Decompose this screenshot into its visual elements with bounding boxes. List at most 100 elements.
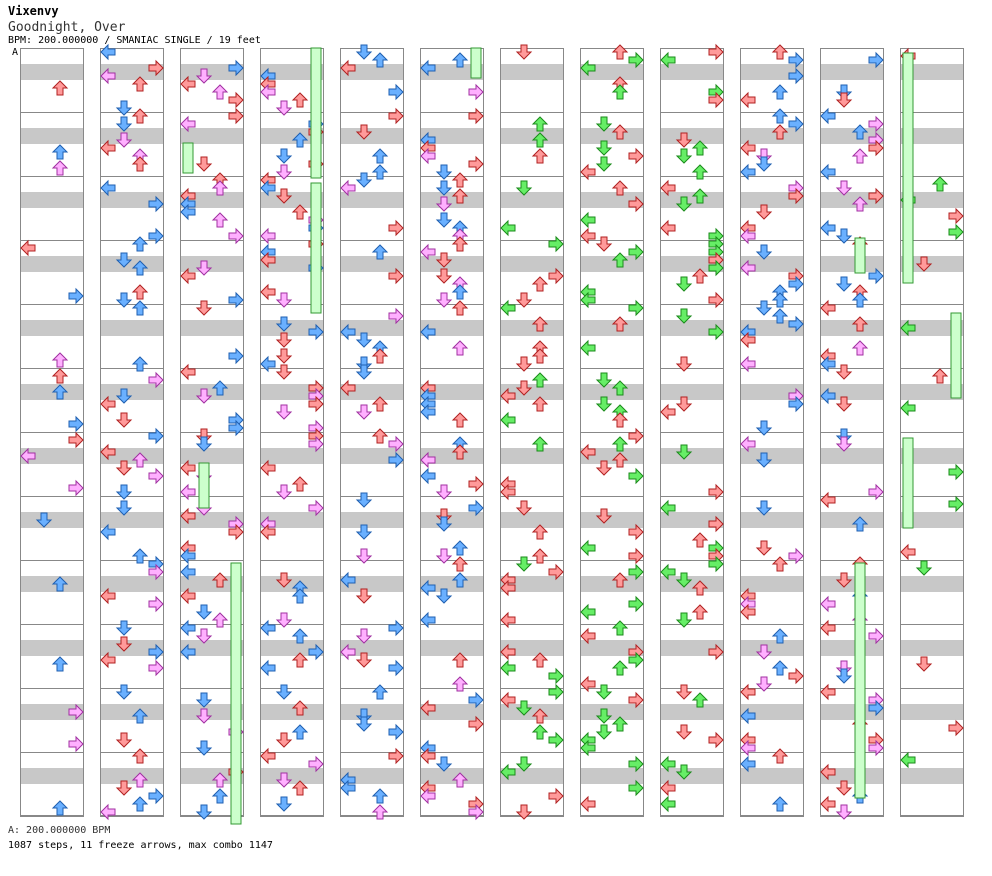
right-arrow-sixteenth: [148, 467, 164, 485]
up-arrow-quarter: [611, 180, 629, 196]
up-arrow-eighth: [291, 588, 309, 604]
down-arrow-quarter: [835, 396, 853, 412]
down-arrow-sixteenth: [275, 100, 293, 116]
beat-band: [20, 320, 84, 336]
beat-band: [820, 128, 884, 144]
down-arrow-eighth: [755, 156, 773, 172]
beat-band: [660, 256, 724, 272]
beat-band: [180, 512, 244, 528]
down-arrow-sixteenth: [195, 260, 213, 276]
left-arrow-quarter: [180, 187, 196, 205]
beat-band: [900, 320, 964, 336]
left-arrow-quarter: [820, 763, 836, 781]
right-arrow-other: [548, 683, 564, 701]
left-arrow-other: [580, 731, 596, 749]
left-arrow-quarter: [660, 779, 676, 797]
beat-band: [420, 256, 484, 272]
column-border: [100, 48, 164, 816]
beat-band: [260, 576, 324, 592]
up-arrow-eighth: [51, 576, 69, 592]
beat-band: [420, 192, 484, 208]
beat-band: [500, 704, 564, 720]
down-arrow-quarter: [435, 252, 453, 268]
left-arrow-other: [580, 59, 596, 77]
down-arrow-eighth: [115, 388, 133, 404]
right-arrow-sixteenth: [228, 227, 244, 245]
beat-band: [100, 256, 164, 272]
down-arrow-eighth: [355, 364, 373, 380]
right-arrow-sixteenth: [868, 115, 884, 133]
beat-band: [420, 64, 484, 80]
down-arrow-other: [515, 556, 533, 572]
beat-band: [100, 384, 164, 400]
right-arrow-sixteenth: [868, 739, 884, 757]
beat-band: [740, 768, 804, 784]
up-arrow-other: [691, 692, 709, 708]
right-arrow-quarter: [948, 207, 964, 225]
left-arrow-sixteenth: [820, 595, 836, 613]
beat-band: [100, 320, 164, 336]
down-arrow-eighth: [835, 276, 853, 292]
up-arrow-other: [531, 132, 549, 148]
up-arrow-eighth: [771, 308, 789, 324]
left-arrow-other: [580, 539, 596, 557]
chart-column: [740, 44, 804, 817]
up-arrow-eighth: [451, 540, 469, 556]
beat-band: [100, 640, 164, 656]
left-arrow-quarter: [580, 675, 596, 693]
column-border: [820, 48, 884, 816]
right-arrow-eighth: [308, 643, 324, 661]
beat-band: [340, 384, 404, 400]
up-arrow-quarter: [611, 316, 629, 332]
down-arrow-eighth: [115, 292, 133, 308]
up-arrow-quarter: [531, 548, 549, 564]
right-arrow-sixteenth: [868, 627, 884, 645]
down-arrow-sixteenth: [435, 292, 453, 308]
right-arrow-quarter: [628, 195, 644, 213]
right-arrow-eighth: [788, 275, 804, 293]
down-arrow-other: [675, 148, 693, 164]
beat-band: [100, 704, 164, 720]
beat-band: [340, 64, 404, 80]
down-arrow-quarter: [835, 780, 853, 796]
beat-band: [660, 704, 724, 720]
beat-band: [420, 128, 484, 144]
right-arrow-quarter: [388, 267, 404, 285]
column-border: [180, 48, 244, 816]
chart-column: [580, 44, 644, 817]
column-border: [260, 48, 324, 816]
beat-band: [740, 448, 804, 464]
left-arrow-other: [500, 299, 516, 317]
up-arrow-eighth: [51, 800, 69, 816]
up-arrow-quarter: [691, 604, 709, 620]
column-border: [420, 48, 484, 816]
down-arrow-eighth: [275, 148, 293, 164]
up-arrow-quarter: [291, 780, 309, 796]
up-arrow-quarter: [771, 748, 789, 764]
right-arrow-other: [628, 467, 644, 485]
down-arrow-eighth: [195, 436, 213, 452]
right-arrow-quarter: [468, 475, 484, 493]
right-arrow-eighth: [228, 347, 244, 365]
up-arrow-eighth: [291, 628, 309, 644]
step-stats: 1087 steps, 11 freeze arrows, max combo …: [8, 840, 273, 851]
left-arrow-eighth: [180, 195, 196, 213]
beat-band: [900, 768, 964, 784]
down-arrow-eighth: [115, 684, 133, 700]
down-arrow-other: [675, 444, 693, 460]
down-arrow-sixteenth: [835, 436, 853, 452]
freeze-arrow: [854, 562, 866, 799]
beat-band: [900, 704, 964, 720]
bpm-footer: A: 200.000000 BPM: [8, 825, 111, 836]
beat-band: [20, 704, 84, 720]
beat-band: [820, 320, 884, 336]
right-arrow-sixteenth: [308, 755, 324, 773]
down-arrow-eighth: [115, 620, 133, 636]
down-arrow-eighth: [755, 420, 773, 436]
up-arrow-quarter: [451, 236, 469, 252]
up-arrow-sixteenth: [211, 612, 229, 628]
beat-band: [420, 448, 484, 464]
up-arrow-eighth: [51, 384, 69, 400]
right-arrow-quarter: [228, 523, 244, 541]
right-arrow-quarter: [468, 715, 484, 733]
